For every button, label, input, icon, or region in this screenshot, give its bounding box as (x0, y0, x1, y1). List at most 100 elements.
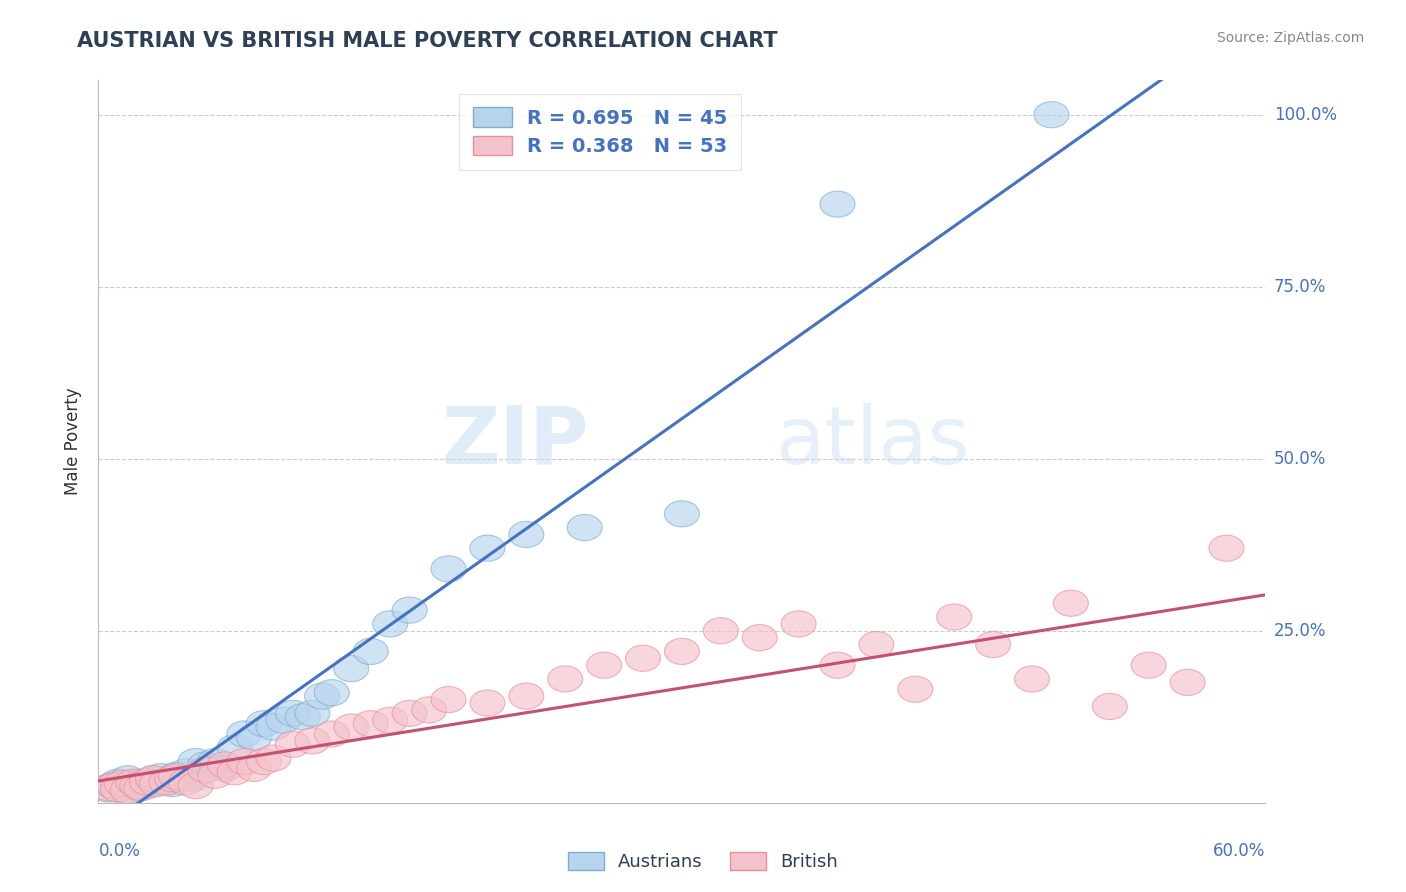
Ellipse shape (115, 769, 150, 796)
Ellipse shape (1053, 591, 1088, 616)
Ellipse shape (169, 759, 204, 785)
Ellipse shape (207, 756, 242, 781)
Ellipse shape (104, 771, 139, 797)
Ellipse shape (179, 748, 214, 774)
Ellipse shape (586, 652, 621, 678)
Ellipse shape (174, 765, 209, 792)
Ellipse shape (217, 759, 252, 785)
Ellipse shape (976, 632, 1011, 657)
Ellipse shape (217, 735, 252, 761)
Ellipse shape (266, 707, 301, 733)
Legend: R = 0.695   N = 45, R = 0.368   N = 53: R = 0.695 N = 45, R = 0.368 N = 53 (460, 94, 741, 169)
Ellipse shape (470, 535, 505, 561)
Ellipse shape (110, 765, 145, 792)
Ellipse shape (353, 639, 388, 665)
Ellipse shape (432, 556, 465, 582)
Text: atlas: atlas (775, 402, 970, 481)
Ellipse shape (149, 769, 184, 796)
Ellipse shape (179, 772, 214, 798)
Ellipse shape (110, 777, 145, 804)
Ellipse shape (295, 728, 330, 754)
Ellipse shape (207, 752, 242, 778)
Ellipse shape (163, 765, 198, 792)
Ellipse shape (124, 769, 159, 796)
Ellipse shape (333, 656, 368, 681)
Ellipse shape (392, 597, 427, 624)
Text: 50.0%: 50.0% (1274, 450, 1326, 467)
Ellipse shape (1132, 652, 1166, 678)
Ellipse shape (820, 652, 855, 678)
Ellipse shape (276, 700, 311, 726)
Ellipse shape (100, 769, 135, 796)
Ellipse shape (1015, 665, 1049, 692)
Ellipse shape (665, 500, 699, 527)
Ellipse shape (1209, 535, 1244, 561)
Ellipse shape (412, 697, 447, 723)
Text: Source: ZipAtlas.com: Source: ZipAtlas.com (1216, 31, 1364, 45)
Ellipse shape (1170, 669, 1205, 696)
Ellipse shape (509, 521, 544, 548)
Ellipse shape (198, 748, 232, 774)
Ellipse shape (392, 700, 427, 726)
Ellipse shape (115, 771, 150, 797)
Text: AUSTRIAN VS BRITISH MALE POVERTY CORRELATION CHART: AUSTRIAN VS BRITISH MALE POVERTY CORRELA… (77, 31, 778, 51)
Ellipse shape (782, 611, 815, 637)
Ellipse shape (90, 776, 125, 802)
Ellipse shape (246, 711, 281, 737)
Ellipse shape (129, 772, 165, 798)
Ellipse shape (626, 645, 661, 672)
Ellipse shape (256, 714, 291, 740)
Ellipse shape (149, 769, 184, 796)
Ellipse shape (256, 745, 291, 772)
Ellipse shape (198, 762, 232, 789)
Text: 75.0%: 75.0% (1274, 277, 1326, 296)
Ellipse shape (188, 756, 224, 783)
Ellipse shape (353, 711, 388, 737)
Ellipse shape (859, 632, 894, 657)
Ellipse shape (470, 690, 505, 716)
Ellipse shape (90, 774, 125, 801)
Ellipse shape (236, 724, 271, 750)
Ellipse shape (742, 624, 778, 651)
Ellipse shape (305, 683, 340, 709)
Ellipse shape (936, 604, 972, 630)
Ellipse shape (226, 721, 262, 747)
Ellipse shape (188, 752, 224, 778)
Ellipse shape (169, 769, 204, 796)
Ellipse shape (509, 683, 544, 709)
Ellipse shape (703, 617, 738, 644)
Y-axis label: Male Poverty: Male Poverty (65, 388, 83, 495)
Legend: Austrians, British: Austrians, British (561, 845, 845, 879)
Ellipse shape (1092, 693, 1128, 720)
Ellipse shape (226, 748, 262, 774)
Ellipse shape (100, 776, 135, 802)
Ellipse shape (97, 772, 132, 798)
Ellipse shape (135, 765, 170, 792)
Ellipse shape (276, 731, 311, 757)
Ellipse shape (94, 772, 129, 798)
Ellipse shape (333, 714, 368, 740)
Ellipse shape (120, 772, 155, 798)
Ellipse shape (246, 748, 281, 774)
Text: ZIP: ZIP (441, 402, 589, 481)
Ellipse shape (315, 721, 349, 747)
Ellipse shape (285, 704, 321, 730)
Ellipse shape (295, 700, 330, 726)
Ellipse shape (135, 765, 170, 792)
Ellipse shape (139, 771, 174, 797)
Text: 0.0%: 0.0% (98, 842, 141, 860)
Ellipse shape (155, 765, 190, 792)
Ellipse shape (159, 762, 194, 789)
Ellipse shape (236, 756, 271, 781)
Ellipse shape (104, 772, 139, 798)
Ellipse shape (1033, 102, 1069, 128)
Text: 60.0%: 60.0% (1213, 842, 1265, 860)
Ellipse shape (315, 680, 349, 706)
Ellipse shape (110, 780, 145, 805)
Ellipse shape (143, 764, 179, 789)
Ellipse shape (898, 676, 932, 702)
Ellipse shape (373, 611, 408, 637)
Ellipse shape (432, 687, 465, 713)
Ellipse shape (159, 764, 194, 789)
Text: 100.0%: 100.0% (1274, 105, 1337, 124)
